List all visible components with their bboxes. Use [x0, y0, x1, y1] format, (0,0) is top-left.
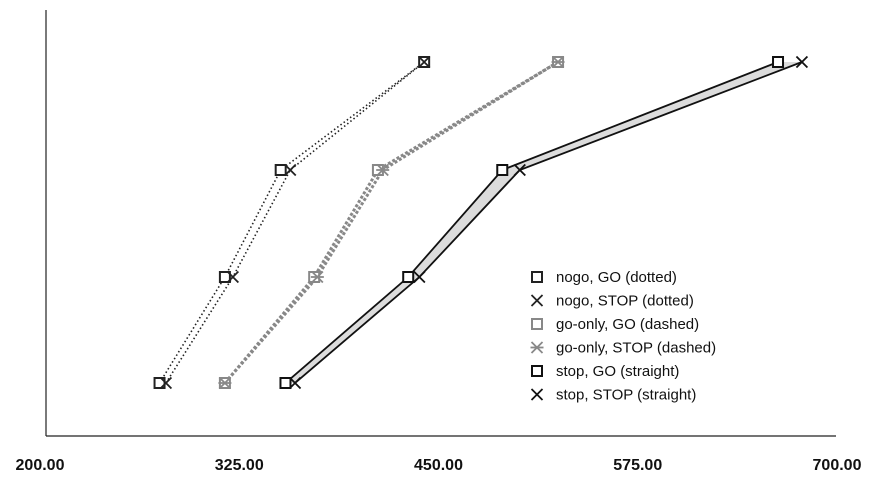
point-nogo-go-dotted-3 — [274, 164, 287, 176]
legend-marker-go-only-go-dashed — [531, 318, 543, 330]
legend-label: nogo, GO (dotted) — [556, 269, 677, 286]
point-stop-stop-straight-2 — [413, 270, 426, 284]
point-go-only-stop-dashed-1 — [218, 376, 232, 390]
x-tick-label: 200.00 — [16, 457, 65, 474]
point-stop-stop-straight-4 — [795, 55, 809, 69]
point-nogo-stop-dotted-1 — [159, 376, 173, 390]
legend: nogo, GO (dotted) nogo, STOP (dotted) go-o… — [530, 269, 716, 404]
point-nogo-stop-dotted-3 — [284, 163, 297, 177]
point-nogo-stop-dotted-2 — [226, 270, 240, 284]
point-stop-go-straight-3 — [496, 164, 509, 176]
x-tick-label: 450.00 — [414, 457, 463, 474]
series-line-go-only-stop-dashed — [223, 60, 559, 384]
point-stop-go-straight-1 — [279, 377, 292, 389]
legend-label: go-only, STOP (dashed) — [556, 340, 716, 357]
series-layer — [153, 55, 809, 390]
point-nogo-go-dotted-1 — [153, 377, 166, 389]
point-nogo-go-dotted-2 — [218, 271, 231, 283]
point-stop-stop-straight-1 — [288, 376, 302, 390]
stop-band-fill — [285, 62, 802, 383]
legend-marker-stop-stop-straight — [530, 388, 544, 401]
x-tick-label: 700.00 — [813, 457, 862, 474]
legend-marker-nogo-stop-dotted — [530, 294, 544, 307]
legend-label: stop, GO (straight) — [556, 363, 679, 380]
point-go-only-stop-dashed-2 — [310, 270, 324, 284]
legend-marker-stop-go-straight — [531, 365, 543, 377]
x-tick-label: 575.00 — [613, 457, 662, 474]
point-nogo-stop-dotted-4 — [418, 55, 431, 69]
legend-label: go-only, GO (dashed) — [556, 316, 699, 333]
legend-marker-nogo-go-dotted — [531, 271, 543, 283]
legend-marker-go-only-stop-dashed — [530, 341, 544, 354]
series-line-go-only-go-dashed — [223, 60, 559, 384]
legend-label: nogo, STOP (dotted) — [556, 293, 694, 310]
legend-label: stop, STOP (straight) — [556, 387, 696, 404]
point-go-only-stop-dashed-3 — [376, 163, 390, 177]
point-stop-go-straight-2 — [402, 271, 415, 283]
point-stop-go-straight-4 — [772, 56, 785, 68]
x-tick-label: 325.00 — [215, 457, 264, 474]
series-line-stop-go-straight — [284, 61, 779, 384]
point-stop-stop-straight-3 — [513, 163, 526, 177]
series-line-nogo-go-dotted — [158, 61, 425, 384]
series-line-stop-stop-straight — [294, 61, 803, 384]
point-go-only-stop-dashed-4 — [551, 55, 565, 69]
x-tick-labels: 200.00 325.00 450.00 575.00 700.00 — [16, 457, 862, 474]
series-line-nogo-stop-dotted — [165, 61, 425, 384]
